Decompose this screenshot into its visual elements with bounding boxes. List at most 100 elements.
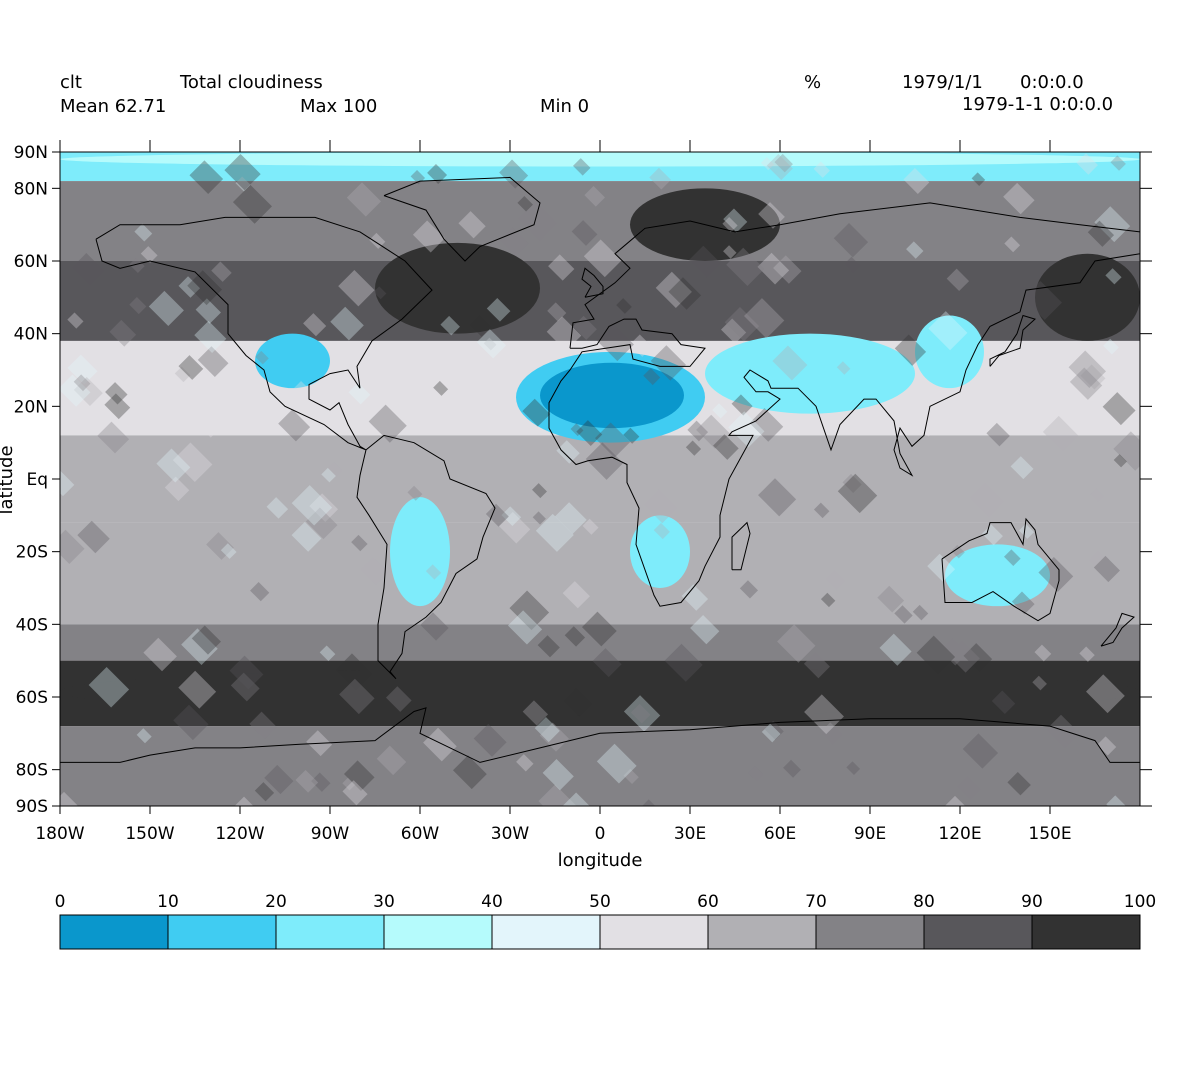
texture-patch	[777, 624, 816, 663]
eurasia-africa-coast	[548, 202, 1140, 607]
texture-patch	[522, 398, 551, 427]
texture-patch	[920, 421, 936, 437]
texture-patch	[517, 195, 533, 212]
texture-patch	[555, 502, 587, 534]
texture-patch	[266, 497, 289, 519]
texture-patch	[486, 297, 511, 322]
texture-patch	[60, 374, 91, 407]
texture-patch	[744, 298, 785, 339]
texture-patch	[220, 543, 237, 559]
colorbar-label: 90	[1021, 892, 1043, 912]
lat-tick-label: 90N	[14, 143, 48, 163]
lon-tick-label: 90W	[311, 824, 350, 844]
texture-patch	[585, 442, 624, 480]
texture-patch	[1086, 674, 1125, 714]
texture-patch	[664, 643, 703, 682]
texture-patch	[916, 635, 956, 675]
texture-patch	[109, 319, 137, 347]
texture-patch	[224, 153, 261, 191]
new-zealand-coast	[1100, 612, 1135, 647]
texture-patch	[723, 208, 748, 233]
texture-patch	[596, 323, 634, 362]
lon-tick-label: 60E	[764, 824, 796, 844]
texture-patch	[311, 772, 331, 792]
texture-patch	[758, 478, 797, 517]
colorbar-swatch	[491, 914, 601, 950]
texture-patch	[623, 768, 639, 785]
texture-patch	[1110, 155, 1126, 171]
texture-patch	[129, 257, 145, 273]
texture-patch	[542, 759, 574, 791]
texture-patch	[206, 532, 234, 560]
texture-patch	[928, 311, 968, 351]
texture-patch	[321, 467, 336, 483]
x-axis-label: longitude	[558, 850, 643, 871]
colorbar-label: 60	[697, 892, 719, 912]
colorbar-label: 20	[265, 892, 287, 912]
texture-patch	[986, 422, 1010, 447]
texture-patch	[538, 784, 576, 806]
texture-patch	[1010, 377, 1031, 397]
texture-patch	[726, 247, 765, 286]
texture-patch	[427, 163, 448, 184]
texture-patch	[291, 521, 322, 552]
texture-patch	[643, 489, 678, 524]
lon-tick-label: 150E	[1028, 824, 1071, 844]
texture-patch	[1105, 268, 1122, 285]
colorbar-label: 70	[805, 892, 827, 912]
texture-patch	[1076, 153, 1098, 175]
texture-patch	[181, 628, 218, 665]
texture-patch	[295, 769, 319, 793]
texture-patch	[264, 764, 294, 795]
texture-patch	[423, 727, 457, 762]
texture-patch	[235, 176, 251, 192]
units-label: %	[804, 72, 822, 93]
texture-patch	[105, 382, 128, 405]
region-east-asia	[915, 315, 984, 389]
texture-patch	[668, 277, 702, 310]
texture-patch	[1094, 206, 1131, 243]
texture-patch	[148, 290, 184, 326]
texture-patch	[962, 733, 999, 769]
texture-patch	[172, 442, 213, 483]
texture-patch	[335, 653, 373, 691]
texture-patch	[1068, 350, 1107, 388]
texture-patch	[499, 159, 529, 189]
texture-patch	[820, 722, 843, 745]
texture-patch	[982, 524, 1003, 546]
texture-patch	[748, 766, 764, 782]
texture-patch	[939, 795, 974, 806]
lat-tick-label: 90S	[16, 797, 48, 817]
texture-patch	[758, 202, 785, 229]
lat-tick-label: 60N	[14, 252, 48, 272]
colorbar-swatch	[59, 914, 169, 950]
lat-tick-label: 40S	[16, 615, 48, 635]
texture-patch	[772, 345, 808, 381]
colorbar-label: 100	[1124, 892, 1156, 912]
antarctica-coast	[60, 707, 1140, 763]
texture-patch	[581, 611, 617, 647]
texture-patch	[570, 423, 584, 437]
texture-patch	[346, 182, 382, 217]
texture-patch	[140, 246, 158, 263]
texture-patch	[1069, 367, 1103, 400]
texture-patch	[991, 690, 1016, 714]
texture-patch	[309, 493, 339, 523]
colorbar-label: 10	[157, 892, 179, 912]
texture-patch	[927, 553, 956, 582]
texture-patch	[825, 570, 846, 591]
texture-patch	[584, 186, 605, 207]
lat-tick-label: 60S	[16, 688, 48, 708]
lon-tick-label: 150W	[125, 824, 174, 844]
japan-coast	[989, 314, 1036, 367]
colorbar-swatch	[815, 914, 925, 950]
texture-patch	[820, 592, 836, 608]
texture-patch	[894, 605, 913, 624]
texture-patch	[425, 564, 442, 580]
texture-patch	[178, 670, 217, 709]
texture-patch	[946, 268, 970, 292]
band-6	[60, 624, 1140, 661]
texture-patch	[690, 615, 720, 645]
region-sahara	[540, 362, 684, 429]
texture-patch	[420, 612, 449, 641]
